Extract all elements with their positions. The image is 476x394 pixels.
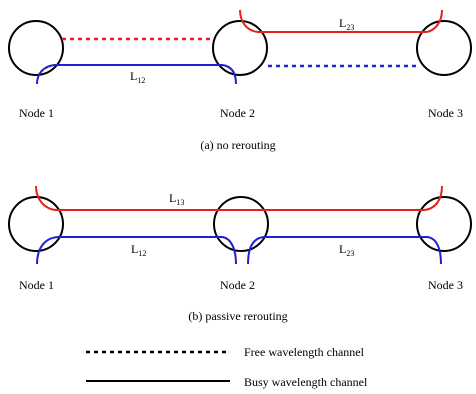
- panel-b-label-l13: L13: [169, 191, 184, 207]
- panel-b-node-1-label: Node 1: [19, 278, 54, 292]
- panel-a-label-l23: L23: [339, 16, 354, 32]
- panel-b-busy-channel-l13: [35, 185, 443, 211]
- panel-b-busy-channel-l12: [36, 236, 237, 265]
- panel-b-node-3-label: Node 3: [428, 278, 463, 292]
- panel-b-node-2-circle: [213, 196, 269, 252]
- panel-a-node-2-label: Node 2: [220, 106, 255, 120]
- panel-a-node-3-circle: [416, 20, 472, 76]
- panel-b-node-1-circle: [8, 196, 64, 252]
- panel-a-node-1-circle: [8, 20, 64, 76]
- panel-b-node-3-circle: [416, 196, 472, 252]
- panel-a-node-3-label: Node 3: [428, 106, 463, 120]
- panel-a-busy-channel-l12: [36, 64, 237, 85]
- panel-b-label-l23: L23: [339, 242, 354, 258]
- panel-a-label-l12: L12: [130, 69, 145, 85]
- panel-a-busy-channel-l23: [239, 9, 443, 33]
- panel-a-caption: (a) no rerouting: [200, 138, 275, 152]
- panel-b-caption: (b) passive rerouting: [188, 309, 287, 323]
- legend-free-label: Free wavelength channel: [244, 345, 365, 359]
- panel-a: L12 L23 Node 1 Node 2 Node 3 (a) no rero…: [8, 9, 472, 152]
- panel-a-node-2-circle: [212, 20, 268, 76]
- panel-b-busy-channel-l23: [247, 236, 442, 265]
- panel-b-node-2-label: Node 2: [220, 278, 255, 292]
- panel-a-node-1-label: Node 1: [19, 106, 54, 120]
- panel-b-label-l12: L12: [131, 242, 146, 258]
- legend: Free wavelength channel Busy wavelength …: [86, 345, 368, 389]
- legend-busy-label: Busy wavelength channel: [244, 375, 368, 389]
- panel-b: L13 L12 L23 Node 1 Node 2 Node 3 (b) pas…: [8, 185, 472, 323]
